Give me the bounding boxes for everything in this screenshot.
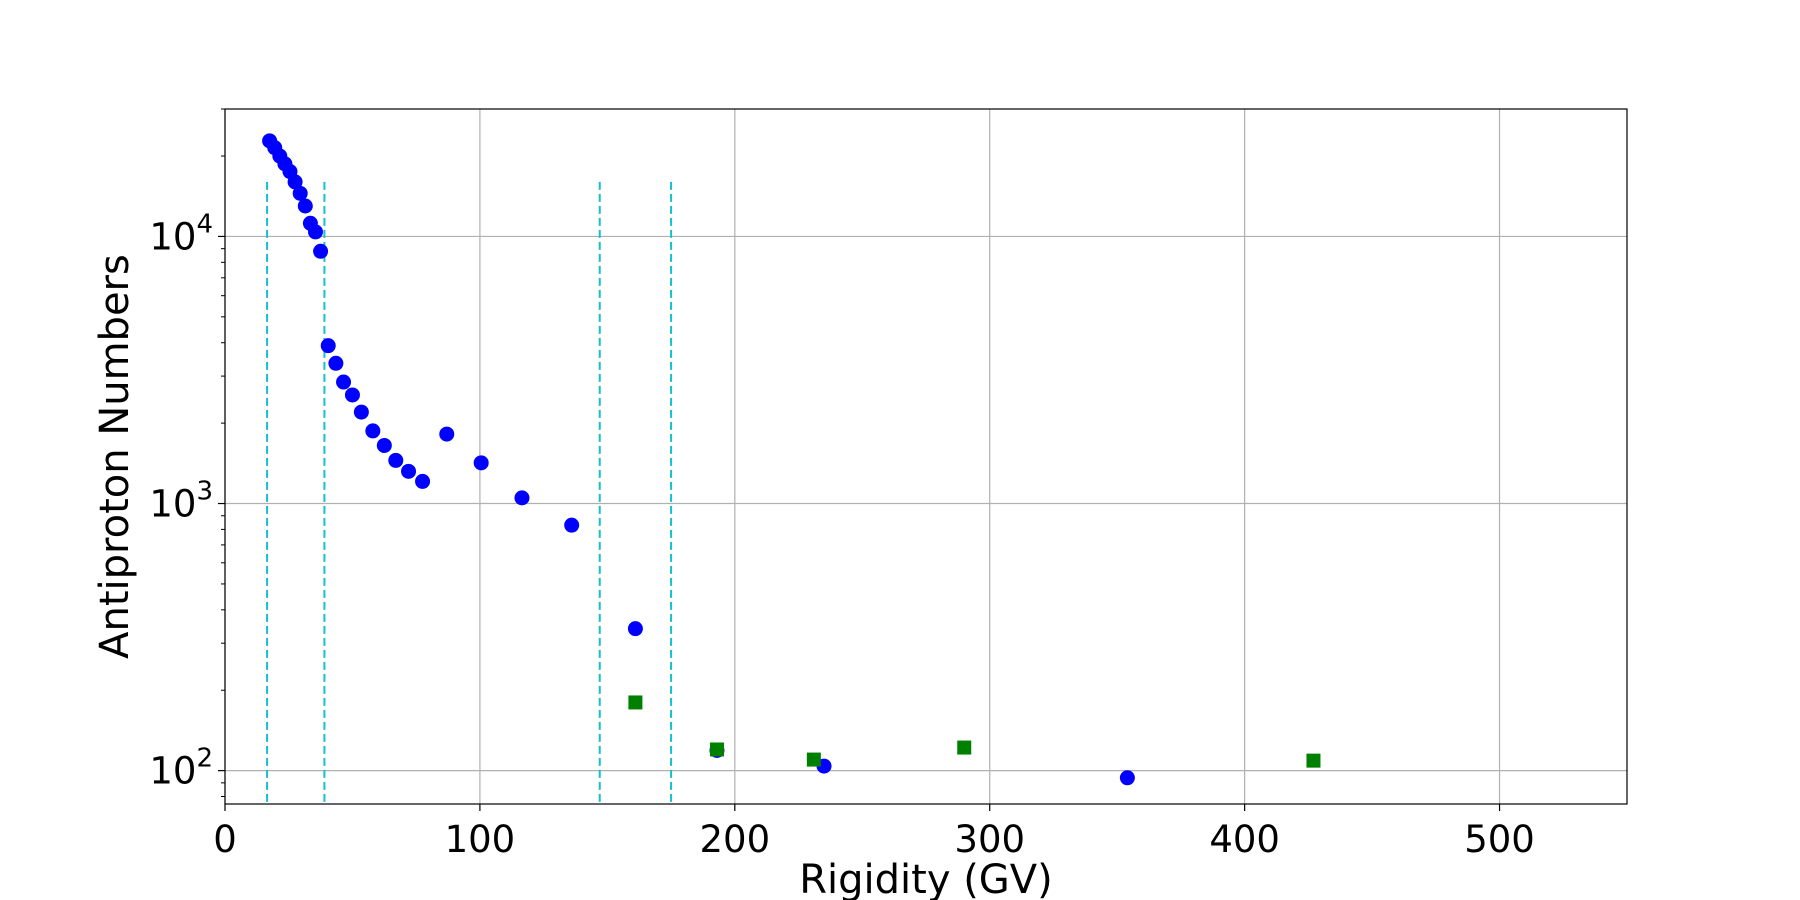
vertical-dashed-lines (266, 181, 673, 804)
data-point-circle (1119, 770, 1135, 786)
x-axis-ticks: 0 100 200 300 400 500 (213, 804, 1535, 861)
x-tick-label: 300 (954, 818, 1025, 861)
x-axis-title: Rigidity (GV) (799, 857, 1053, 900)
data-point-circle (439, 426, 455, 442)
data-point-square (709, 742, 724, 757)
data-point-circle (320, 338, 336, 354)
data-point-square (957, 740, 972, 755)
data-point-square (628, 695, 643, 710)
data-point-circle (376, 437, 392, 453)
plot-frame (224, 108, 1628, 805)
x-tick-label: 400 (1209, 818, 1280, 861)
data-point-circle (564, 517, 580, 533)
x-tick-label: 100 (445, 818, 516, 861)
data-point-circle (307, 224, 323, 240)
y-axis-title: Antiproton Numbers (92, 254, 138, 659)
data-point-circle (353, 404, 369, 420)
green-square-series (628, 695, 1321, 768)
data-point-circle (365, 423, 381, 439)
data-point-circle (514, 490, 530, 506)
data-point-circle (415, 473, 431, 489)
y-tick-label: 102 (149, 744, 213, 793)
data-point-circle (292, 185, 308, 201)
y-tick-label: 104 (149, 209, 213, 258)
data-point-circle (473, 455, 489, 471)
data-point-circle (388, 452, 404, 468)
data-point-square (806, 752, 821, 767)
y-tick-label: 103 (149, 477, 213, 526)
blue-circle-series (262, 133, 1135, 786)
data-series (262, 133, 1321, 786)
data-point-circle (287, 174, 303, 190)
data-point-circle (297, 198, 313, 214)
y-axis-ticks: 102 103 104 (149, 108, 225, 798)
data-point-circle (344, 387, 360, 403)
data-point-circle (336, 374, 352, 390)
data-point-circle (313, 243, 329, 259)
data-point-circle (328, 355, 344, 371)
x-tick-label: 0 (213, 818, 237, 861)
data-point-square (1306, 753, 1321, 768)
grid-lines (224, 109, 1627, 804)
x-tick-label: 500 (1464, 818, 1535, 861)
data-point-circle (401, 463, 417, 479)
data-point-circle (627, 621, 643, 637)
x-tick-label: 200 (700, 818, 771, 861)
